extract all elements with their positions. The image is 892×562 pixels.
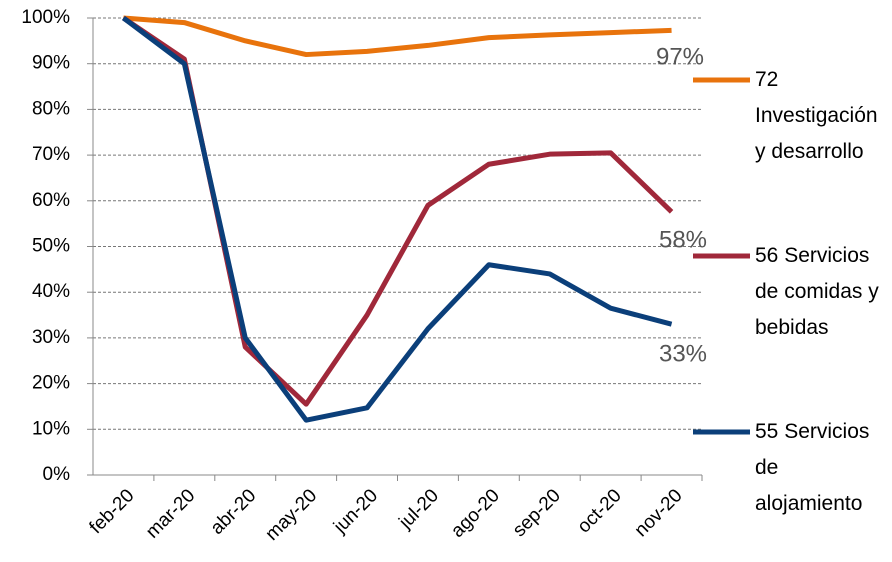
x-tick-label: mar-20 (142, 485, 199, 542)
x-tick-label: may-20 (262, 485, 322, 545)
legend-entry: 55 Servicios de alojamiento (755, 420, 870, 515)
x-tick-label: feb-20 (86, 485, 139, 538)
data-label: 58% (659, 226, 707, 253)
y-tick-label: 0% (43, 464, 71, 485)
series-line (123, 15, 672, 58)
y-tick-label: 90% (32, 53, 70, 74)
y-tick-label: 40% (32, 281, 70, 302)
x-tick-label: nov-20 (631, 485, 687, 541)
x-tick-label: oct-20 (574, 485, 626, 537)
x-tick-label: ago-20 (447, 485, 504, 542)
x-tick-label: jul-20 (395, 485, 443, 533)
series-line (122, 15, 674, 407)
data-label: 97% (656, 43, 704, 70)
x-tick-label: sep-20 (509, 485, 565, 541)
series-line (121, 16, 673, 423)
y-tick-label: 10% (32, 418, 70, 439)
y-tick-label: 30% (32, 327, 70, 348)
y-tick-label: 60% (32, 190, 70, 211)
legend-entry: 72 Investigación y desarrollo (755, 68, 878, 163)
y-tick-label: 70% (32, 144, 70, 165)
x-tick-label: abr-20 (207, 485, 261, 539)
y-tick-label: 80% (32, 98, 70, 119)
y-tick-label: 50% (32, 236, 70, 257)
legend-entry: 56 Servicios de comidas y bebidas (755, 244, 879, 339)
data-label: 33% (659, 340, 707, 367)
y-tick-label: 20% (32, 373, 70, 394)
x-tick-label: jun-20 (329, 485, 382, 538)
y-tick-label: 100% (21, 7, 70, 28)
